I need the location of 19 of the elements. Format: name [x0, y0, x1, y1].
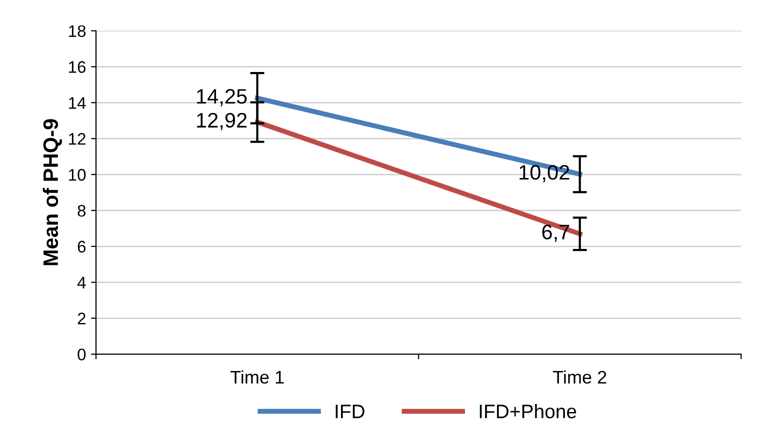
- y-tick-label: 4: [77, 276, 86, 288]
- data-label: 10,02: [520, 165, 570, 182]
- y-axis-title: Mean of PHQ-9: [42, 119, 62, 266]
- data-label: 12,92: [197, 112, 247, 130]
- y-tick-label: 2: [78, 312, 86, 324]
- y-tick-label: 12: [69, 133, 86, 145]
- legend-label: IFD+Phone: [480, 404, 576, 418]
- y-tick-label: 10: [69, 168, 86, 181]
- y-tick-label: 16: [69, 61, 86, 73]
- x-tick-label: Time 1: [230, 370, 284, 384]
- x-tick-label: Time 2: [552, 370, 606, 384]
- data-label: 6,7: [542, 224, 570, 242]
- y-tick-label: 14: [69, 97, 86, 109]
- y-tick-label: 18: [69, 25, 86, 38]
- y-tick-label: 0: [78, 348, 86, 360]
- y-tick-label: 8: [78, 204, 86, 217]
- legend-label: IFD: [336, 404, 364, 418]
- data-label: 14,25: [197, 89, 247, 106]
- y-tick-label: 6: [78, 240, 86, 253]
